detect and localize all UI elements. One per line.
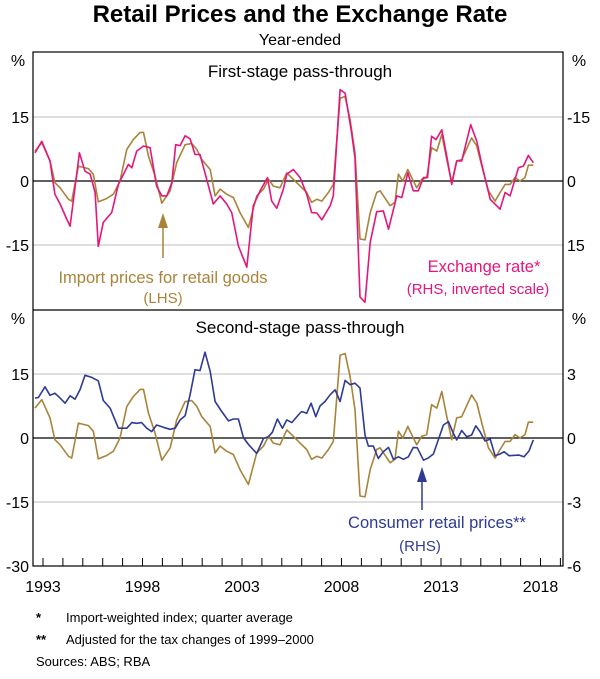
x-tick-label: 2013 bbox=[423, 579, 459, 596]
plot-frame bbox=[32, 51, 564, 567]
x-tick-label: 2008 bbox=[324, 579, 360, 596]
x-tick-label: 2018 bbox=[523, 579, 559, 596]
x-tick-label: 1998 bbox=[125, 579, 161, 596]
right-tick-label: 0 bbox=[567, 431, 576, 448]
chart-subtitle: Year-ended bbox=[259, 32, 341, 49]
left-tick-label: 0 bbox=[20, 174, 29, 191]
chart-title: Retail Prices and the Exchange Rate bbox=[93, 1, 508, 28]
exchange-label-sub: (RHS, inverted scale) bbox=[407, 281, 550, 298]
panel-title-second-stage: Second-stage pass-through bbox=[196, 318, 405, 337]
consumer-label: Consumer retail prices** bbox=[348, 514, 526, 532]
right-tick-label: -3 bbox=[567, 495, 581, 512]
left-tick-label: -15 bbox=[6, 238, 29, 255]
right-tick-label: -15 bbox=[567, 110, 590, 127]
left-tick-label: -30 bbox=[6, 559, 29, 576]
footnote-mark-2: ** bbox=[36, 632, 47, 647]
consumer-arrow-head bbox=[417, 467, 427, 482]
right-tick-label: 3 bbox=[567, 367, 576, 384]
footnote-1: Import-weighted index; quarter average bbox=[66, 610, 293, 625]
series-lines bbox=[34, 88, 535, 498]
exchange-label: Exchange rate* bbox=[428, 258, 541, 276]
import-label-sub: (LHS) bbox=[143, 290, 182, 307]
right-unit: % bbox=[572, 311, 586, 328]
footnote-mark-1: * bbox=[36, 610, 42, 625]
consumer-label-sub: (RHS) bbox=[399, 538, 441, 555]
x-tick-label: 1993 bbox=[25, 579, 61, 596]
panel-title-first-stage: First-stage pass-through bbox=[208, 62, 392, 81]
import-arrow-head bbox=[158, 213, 168, 228]
right-unit: % bbox=[572, 53, 586, 70]
right-tick-label: 15 bbox=[567, 238, 585, 255]
left-tick-label: -15 bbox=[6, 495, 29, 512]
import-label: Import prices for retail goods bbox=[58, 269, 267, 287]
axes: % % 15 0 -15 -15 0 15% % 15 0 -15 -30 3 0 -3 -6 1993 1998 2… bbox=[6, 51, 590, 596]
x-tick-label: 2003 bbox=[224, 579, 260, 596]
footnote-2: Adjusted for the tax changes of 1999–200… bbox=[66, 632, 314, 647]
left-tick-label: 15 bbox=[11, 367, 29, 384]
sources: Sources: ABS; RBA bbox=[36, 654, 150, 669]
right-tick-label: -6 bbox=[567, 559, 581, 576]
series-line-consumer-retail-prices bbox=[34, 351, 535, 461]
gridlines bbox=[33, 116, 563, 503]
left-unit: % bbox=[11, 53, 25, 70]
series-line-import-prices-for-retail-goods bbox=[34, 95, 534, 241]
left-tick-label: 0 bbox=[20, 431, 29, 448]
series-line-import-prices-for-retail-goods bbox=[34, 352, 534, 498]
left-tick-label: 15 bbox=[11, 110, 29, 127]
left-unit: % bbox=[11, 311, 25, 328]
series-line-exchange-rate bbox=[34, 88, 534, 303]
right-tick-label: 0 bbox=[567, 174, 576, 191]
